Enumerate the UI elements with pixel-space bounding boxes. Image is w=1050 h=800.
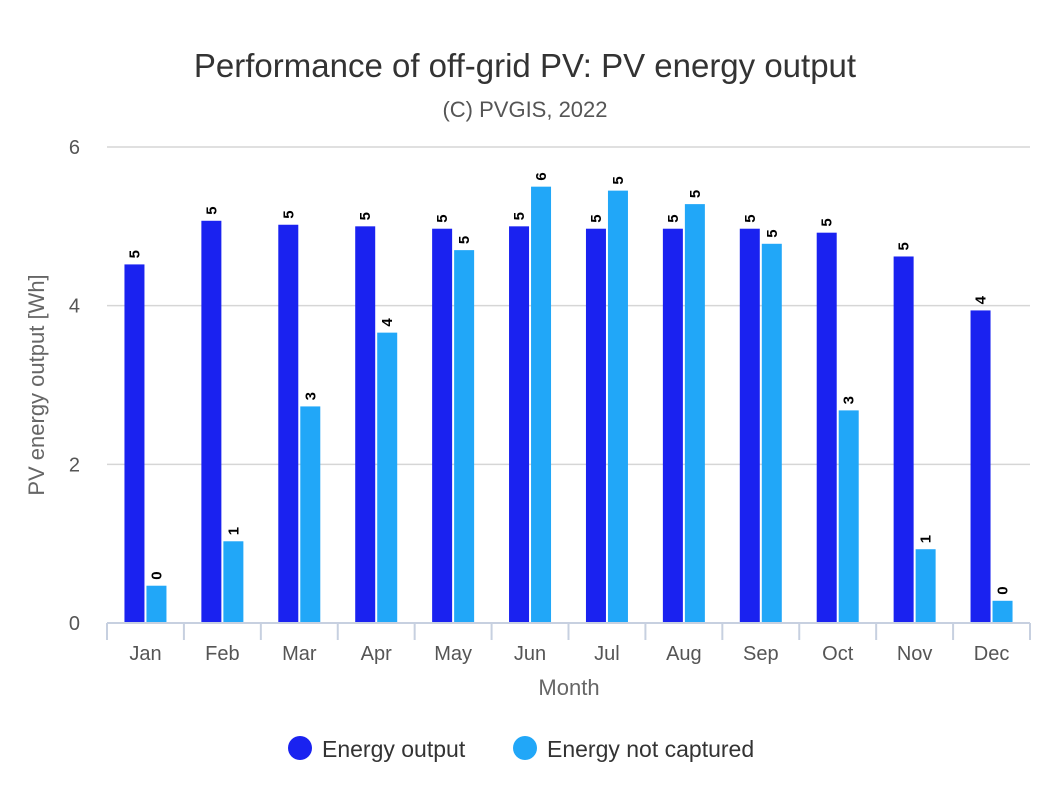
x-tick-label: Jun bbox=[514, 643, 546, 665]
data-label: 0 bbox=[148, 571, 165, 579]
bar-energy-not-captured bbox=[761, 243, 782, 623]
bar-energy-not-captured bbox=[838, 410, 859, 623]
bar-energy-not-captured bbox=[915, 549, 936, 623]
data-label: 5 bbox=[665, 214, 682, 222]
x-tick-label: Aug bbox=[666, 643, 702, 665]
data-label: 6 bbox=[533, 172, 550, 180]
bar-energy-not-captured bbox=[300, 406, 321, 623]
bar-energy-output bbox=[739, 228, 760, 624]
data-label: 5 bbox=[687, 190, 704, 198]
x-axis-title: Month bbox=[538, 675, 599, 700]
bar-energy-output bbox=[278, 224, 299, 623]
gridlines bbox=[107, 146, 1030, 466]
data-label: 5 bbox=[203, 206, 220, 214]
y-axis-ticks: 0 2 4 6 bbox=[69, 137, 80, 635]
chart-title: Performance of off-grid PV: PV energy ou… bbox=[194, 47, 856, 84]
bar-energy-output bbox=[355, 226, 376, 624]
x-tick-label: Sep bbox=[743, 643, 779, 665]
legend-item[interactable]: Energy not captured bbox=[513, 736, 754, 762]
legend: Energy output Energy not captured bbox=[288, 736, 754, 762]
x-tick-label: Oct bbox=[822, 643, 854, 665]
bar-energy-output bbox=[124, 264, 145, 623]
y-axis-title: PV energy output [Wh] bbox=[24, 274, 49, 495]
bar-energy-not-captured bbox=[377, 332, 398, 623]
data-label: 5 bbox=[819, 218, 836, 226]
y-tick-label: 0 bbox=[69, 613, 80, 635]
bar-energy-not-captured bbox=[223, 541, 244, 623]
x-tick-label: Nov bbox=[897, 643, 933, 665]
bar-energy-output bbox=[201, 220, 222, 623]
bars bbox=[124, 186, 1013, 624]
bar-energy-output bbox=[893, 256, 914, 623]
bar-energy-output bbox=[432, 228, 453, 624]
data-label: 0 bbox=[995, 586, 1012, 594]
data-label: 1 bbox=[225, 527, 242, 535]
data-label: 3 bbox=[302, 392, 319, 400]
legend-label: Energy not captured bbox=[547, 736, 754, 762]
data-label: 5 bbox=[742, 214, 759, 222]
legend-label: Energy output bbox=[322, 736, 466, 762]
bar-energy-output bbox=[585, 228, 606, 624]
bar-energy-not-captured bbox=[531, 186, 552, 623]
x-tick-label: Dec bbox=[974, 643, 1010, 665]
y-tick-label: 2 bbox=[69, 454, 80, 476]
bar-energy-output bbox=[662, 228, 683, 624]
bar-energy-not-captured bbox=[146, 585, 167, 623]
data-label: 5 bbox=[588, 214, 605, 222]
x-tick-label: Jan bbox=[129, 643, 161, 665]
bar-energy-output bbox=[816, 232, 837, 623]
data-label: 4 bbox=[379, 318, 396, 327]
data-label: 5 bbox=[434, 214, 451, 222]
data-label: 5 bbox=[764, 229, 781, 237]
y-tick-label: 4 bbox=[69, 296, 80, 318]
x-tick-label: May bbox=[434, 643, 472, 665]
bar-energy-not-captured bbox=[607, 190, 628, 623]
bar-energy-output bbox=[509, 226, 530, 624]
x-tick-label: Apr bbox=[361, 643, 392, 665]
data-label: 5 bbox=[357, 212, 374, 220]
data-label: 1 bbox=[918, 535, 935, 543]
bar-energy-not-captured bbox=[992, 600, 1013, 623]
legend-marker bbox=[513, 736, 537, 760]
y-tick-label: 6 bbox=[69, 137, 80, 159]
bar-energy-output bbox=[970, 310, 991, 623]
data-label: 4 bbox=[973, 295, 990, 304]
chart-subtitle: (C) PVGIS, 2022 bbox=[442, 97, 607, 122]
bar-energy-not-captured bbox=[684, 204, 705, 623]
data-label: 5 bbox=[456, 236, 473, 244]
x-tick-label: Feb bbox=[205, 643, 239, 665]
data-label: 5 bbox=[280, 210, 297, 218]
legend-item[interactable]: Energy output bbox=[288, 736, 466, 762]
data-label: 5 bbox=[610, 176, 627, 184]
x-tick-label: Jul bbox=[594, 643, 620, 665]
x-axis: Jan Feb Mar Apr May Jun Jul Aug Sep Oct Nov Dec bbox=[106, 622, 1031, 665]
legend-marker bbox=[288, 736, 312, 760]
data-label: 5 bbox=[126, 250, 143, 258]
data-label: 5 bbox=[511, 212, 528, 220]
data-label: 5 bbox=[896, 242, 913, 250]
x-tick-label: Mar bbox=[282, 643, 317, 665]
data-label: 3 bbox=[841, 396, 858, 404]
bar-energy-not-captured bbox=[454, 250, 475, 623]
